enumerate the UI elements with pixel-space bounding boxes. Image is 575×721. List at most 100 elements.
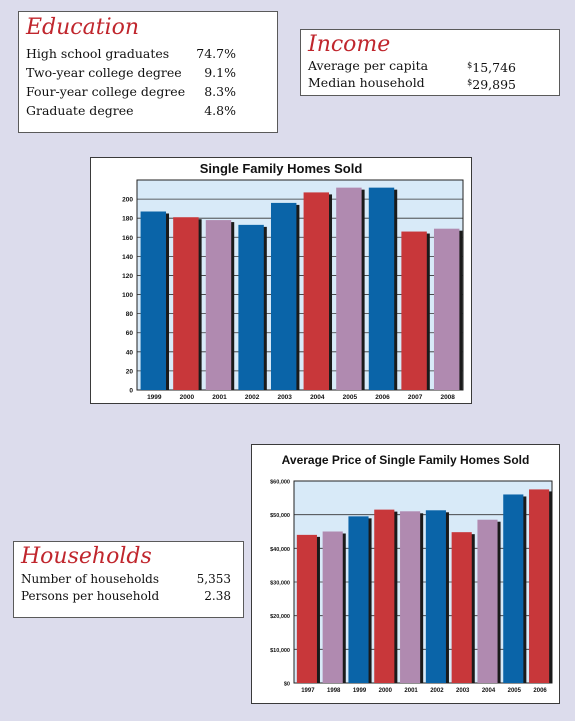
average-price-chart-svg: $0 $10,000 $20,000 $30,000 $40,000 $50,000 $60…: [270, 480, 553, 694]
y-tick-label: $50,000: [270, 513, 290, 519]
households-row: Persons per household 2.38: [21, 588, 231, 605]
bar: [303, 192, 330, 390]
bar: [451, 532, 472, 683]
bar: [322, 531, 343, 683]
x-tick-label: 1997: [301, 688, 315, 694]
bar: [477, 519, 498, 683]
y-tick-label: 0: [129, 388, 133, 395]
education-row: Four-year college degree 8.3%: [26, 82, 236, 101]
x-tick-label: 2000: [180, 394, 195, 401]
bar: [205, 220, 232, 390]
bar: [368, 187, 395, 390]
income-title: Income: [308, 32, 391, 57]
y-tick-label: $20,000: [270, 614, 290, 620]
x-tick-label: 2004: [310, 394, 325, 401]
education-rows: High school graduates 74.7% Two-year col…: [26, 44, 236, 120]
x-tick-label: 1998: [327, 688, 341, 694]
bar: [173, 217, 199, 390]
education-row-label: Two-year college degree: [26, 65, 182, 80]
education-row-value: 4.8%: [204, 103, 236, 118]
average-price-chart: $0 $10,000 $20,000 $30,000 $40,000 $50,000 $60…: [251, 444, 560, 704]
income-row: Average per capita $15,746: [308, 57, 516, 76]
x-tick-label: 1999: [147, 394, 162, 401]
x-tick-label: 2005: [343, 394, 358, 401]
x-tick-label: 2002: [430, 688, 444, 694]
education-row: Two-year college degree 9.1%: [26, 63, 236, 82]
homes-sold-chart: 0 20 40 60 80 100 120 140 160 180 200 1999 2000 2001 2…: [90, 157, 472, 404]
income-panel: Income Average per capita $15,746 Median…: [300, 29, 560, 96]
y-tick-label: 60: [126, 330, 134, 337]
x-tick-label: 2002: [245, 394, 260, 401]
households-row: Number of households 5,353: [21, 571, 231, 588]
y-tick-label: 140: [122, 254, 133, 261]
bar: [348, 516, 369, 683]
households-row-label: Persons per household: [21, 589, 160, 603]
bar: [270, 202, 297, 390]
education-row-value: 74.7%: [196, 46, 236, 61]
y-tick-label: $30,000: [270, 581, 290, 587]
education-row-label: Graduate degree: [26, 103, 134, 118]
y-tick-label: $60,000: [270, 480, 290, 486]
x-tick-label: 2001: [404, 688, 418, 694]
income-row-label: Median household: [308, 75, 425, 90]
bar: [400, 511, 421, 683]
education-row-value: 9.1%: [204, 65, 236, 80]
bar: [238, 224, 264, 390]
households-rows: Number of households 5,353 Persons per h…: [21, 571, 231, 605]
y-tick-label: 20: [126, 368, 134, 375]
bar: [433, 228, 460, 390]
education-row-label: Four-year college degree: [26, 84, 186, 99]
education-row: High school graduates 74.7%: [26, 44, 236, 63]
homes-sold-chart-svg: 0 20 40 60 80 100 120 140 160 180 200 1999 2000 2001 2…: [122, 179, 464, 401]
x-tick-label: 2005: [508, 688, 522, 694]
average-price-chart-title: Average Price of Single Family Homes Sol…: [281, 453, 530, 467]
households-row-value: 5,353: [196, 572, 231, 586]
education-row-label: High school graduates: [26, 46, 170, 61]
income-amount: 15,746: [472, 60, 516, 75]
education-title: Education: [26, 15, 140, 40]
x-tick-label: 2007: [408, 394, 423, 401]
education-panel: Education High school graduates 74.7% Tw…: [18, 11, 278, 133]
y-tick-label: $10,000: [270, 648, 290, 654]
currency-symbol: $: [467, 61, 473, 70]
bar: [140, 211, 167, 390]
households-panel: Households Number of households 5,353 Pe…: [13, 541, 244, 618]
income-row-value: $15,746: [467, 57, 516, 76]
x-tick-label: 2003: [277, 394, 292, 401]
bar: [336, 187, 362, 390]
income-rows: Average per capita $15,746 Median househ…: [308, 57, 516, 93]
income-row: Median household $29,895: [308, 74, 516, 93]
y-tick-label: 200: [122, 197, 133, 204]
bar: [425, 510, 446, 683]
y-tick-label: $40,000: [270, 547, 290, 553]
income-row-label: Average per capita: [308, 58, 429, 73]
y-tick-label: 40: [126, 349, 134, 356]
x-tick-label: 2003: [456, 688, 470, 694]
y-tick-label: $0: [284, 682, 290, 688]
income-row-value: $29,895: [467, 74, 516, 93]
homes-sold-chart-title: Single Family Homes Sold: [199, 161, 363, 176]
x-tick-label: 2006: [375, 394, 390, 401]
bar: [529, 489, 550, 683]
y-tick-label: 120: [122, 273, 133, 280]
x-tick-label: 2006: [533, 688, 547, 694]
income-amount: 29,895: [472, 77, 516, 92]
plot-frame: [136, 179, 464, 391]
y-tick-label: 100: [122, 292, 133, 299]
x-tick-label: 2000: [379, 688, 393, 694]
y-tick-label: 180: [122, 216, 133, 223]
x-tick-label: 2004: [482, 688, 496, 694]
x-tick-label: 2008: [440, 394, 455, 401]
households-title: Households: [21, 544, 152, 569]
y-tick-label: 160: [122, 235, 133, 242]
bar: [401, 231, 427, 390]
education-row-value: 8.3%: [204, 84, 236, 99]
currency-symbol: $: [467, 78, 473, 87]
y-tick-label: 80: [126, 311, 134, 318]
bar: [503, 494, 524, 683]
households-row-label: Number of households: [21, 572, 159, 586]
education-row: Graduate degree 4.8%: [26, 101, 236, 120]
households-row-value: 2.38: [204, 589, 231, 603]
bar: [374, 509, 395, 683]
bar: [296, 534, 317, 683]
